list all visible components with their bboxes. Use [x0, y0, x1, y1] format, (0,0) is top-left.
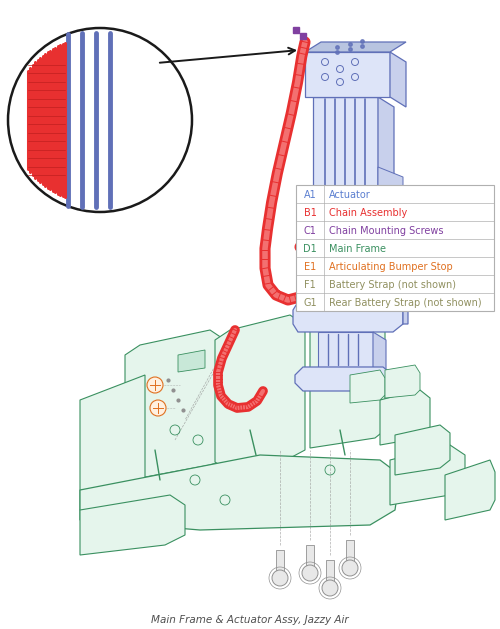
Polygon shape — [215, 315, 305, 472]
Polygon shape — [393, 302, 408, 324]
Circle shape — [342, 560, 358, 576]
Text: Battery Strap (not shown): Battery Strap (not shown) — [329, 280, 456, 290]
Polygon shape — [306, 545, 314, 570]
Polygon shape — [390, 445, 465, 505]
Circle shape — [147, 377, 163, 393]
Text: Main Frame: Main Frame — [329, 244, 386, 254]
Text: F1: F1 — [304, 280, 316, 290]
Text: Articulating Bumper Stop: Articulating Bumper Stop — [329, 262, 453, 272]
Polygon shape — [80, 375, 145, 510]
Polygon shape — [395, 425, 450, 475]
Polygon shape — [305, 52, 390, 97]
Polygon shape — [318, 332, 373, 367]
Polygon shape — [295, 367, 393, 391]
Circle shape — [150, 400, 166, 416]
Polygon shape — [308, 192, 321, 212]
Polygon shape — [390, 52, 406, 107]
Circle shape — [322, 580, 338, 596]
Polygon shape — [350, 370, 385, 403]
Polygon shape — [378, 167, 403, 197]
Polygon shape — [310, 310, 385, 448]
Polygon shape — [380, 390, 430, 445]
Polygon shape — [326, 560, 334, 585]
Text: Chain Mounting Screws: Chain Mounting Screws — [329, 226, 444, 236]
Polygon shape — [346, 540, 354, 565]
Circle shape — [272, 570, 288, 586]
Polygon shape — [80, 495, 185, 555]
Circle shape — [302, 565, 318, 581]
Polygon shape — [125, 330, 225, 478]
Text: E1: E1 — [304, 262, 316, 272]
Polygon shape — [178, 350, 205, 372]
Text: A1: A1 — [304, 190, 316, 200]
Text: Chain Assembly: Chain Assembly — [329, 208, 407, 218]
Polygon shape — [373, 332, 386, 375]
Text: Main Frame & Actuator Assy, Jazzy Air: Main Frame & Actuator Assy, Jazzy Air — [151, 615, 349, 625]
Text: D1: D1 — [303, 244, 317, 254]
Polygon shape — [445, 460, 495, 520]
Polygon shape — [276, 550, 284, 575]
Text: G1: G1 — [303, 298, 317, 308]
Polygon shape — [80, 455, 400, 530]
Text: Rear Battery Strap (not shown): Rear Battery Strap (not shown) — [329, 298, 482, 308]
Polygon shape — [293, 302, 403, 332]
Text: C1: C1 — [304, 226, 316, 236]
Polygon shape — [296, 185, 494, 311]
Circle shape — [8, 28, 192, 212]
Text: B1: B1 — [304, 208, 316, 218]
Polygon shape — [313, 97, 378, 302]
Polygon shape — [305, 42, 406, 52]
Polygon shape — [385, 365, 420, 398]
Text: Actuator: Actuator — [329, 190, 371, 200]
Polygon shape — [378, 97, 394, 312]
